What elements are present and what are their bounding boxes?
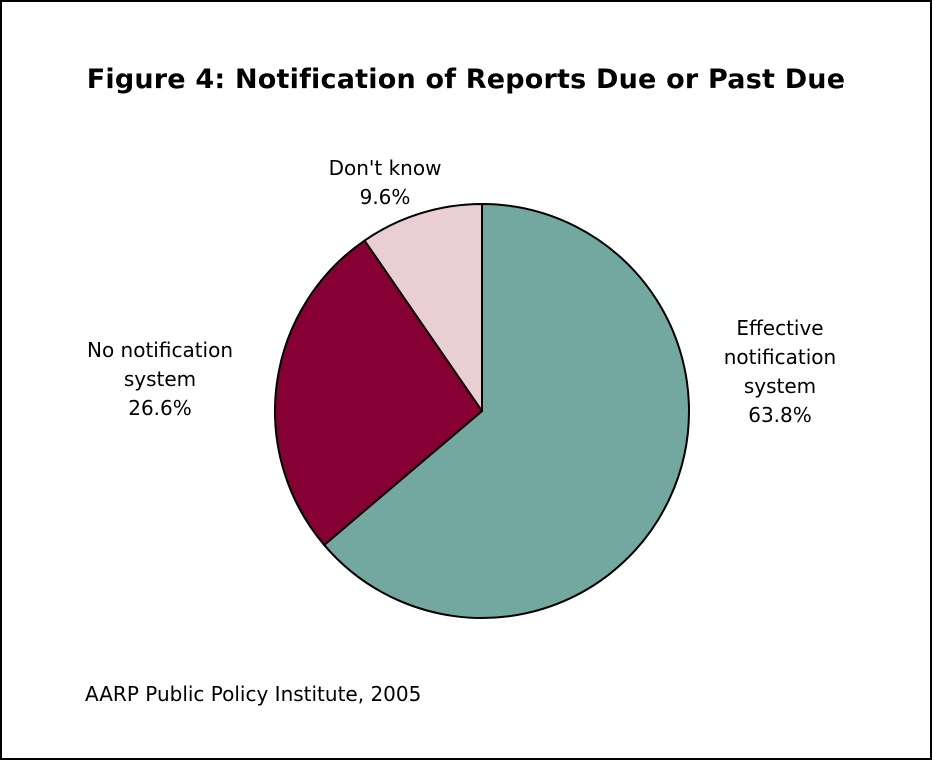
slice-label-line: system bbox=[743, 374, 817, 398]
slice-label-no-notification: No notification system 26.6% bbox=[70, 336, 250, 423]
slice-value-label: 26.6% bbox=[128, 396, 192, 420]
slice-label-dont-know: Don't know 9.6% bbox=[310, 154, 460, 212]
slice-label-line: system bbox=[123, 367, 197, 391]
source-note: AARP Public Policy Institute, 2005 bbox=[85, 682, 422, 706]
slice-label-line: notification bbox=[723, 345, 837, 369]
slice-label-line: Effective bbox=[736, 316, 824, 340]
slice-effective-notification bbox=[323, 203, 690, 619]
slice-value-label: 63.8% bbox=[748, 403, 812, 427]
slice-label-effective: Effective notification system 63.8% bbox=[710, 314, 850, 430]
chart-title: Figure 4: Notification of Reports Due or… bbox=[86, 64, 846, 95]
slice-label-line: Don't know bbox=[328, 156, 442, 180]
slice-dont-know bbox=[363, 203, 483, 412]
slice-label-line: No notification bbox=[86, 338, 234, 362]
slice-value-label: 9.6% bbox=[359, 185, 411, 209]
slice-no-notification bbox=[274, 239, 483, 546]
